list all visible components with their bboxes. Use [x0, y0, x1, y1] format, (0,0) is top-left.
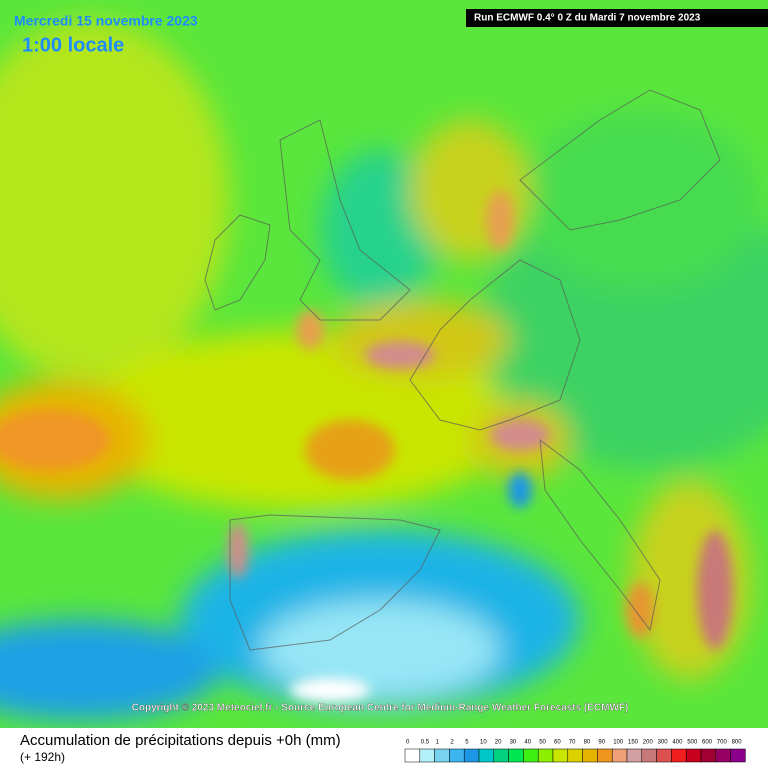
- legend-swatch: [463, 748, 480, 763]
- legend-label: 60: [554, 740, 561, 746]
- legend-label: 10: [480, 740, 487, 746]
- legend-swatch: [493, 748, 509, 763]
- legend-swatch: [715, 748, 731, 763]
- legend-swatch: [730, 748, 746, 763]
- legend-label: 40: [524, 740, 531, 746]
- legend-swatch: [419, 748, 435, 763]
- legend-label: 5: [465, 740, 469, 746]
- legend-label: 200: [643, 740, 654, 746]
- legend-swatch: [404, 748, 421, 763]
- legend-label: 1: [436, 740, 440, 746]
- map-date: Mercredi 15 novembre 2023: [14, 13, 198, 29]
- legend-swatch: [641, 748, 657, 763]
- legend-swatch: [611, 748, 628, 763]
- footer-subtitle: (+ 192h): [20, 750, 65, 764]
- legend: 0 0.5 1 2 5 10 20 30 40 50 60 70 80 90 100 150 200 300 400…: [404, 740, 746, 763]
- legend-swatch: [567, 748, 583, 763]
- legend-swatch: [685, 748, 702, 763]
- footer-title: Accumulation de précipitations depuis +0…: [20, 732, 341, 749]
- run-box: [466, 9, 768, 27]
- legend-label: 100: [613, 740, 624, 746]
- legend-swatch: [656, 748, 672, 763]
- run-info: Run ECMWF 0.4° 0 Z du Mardi 7 novembre 2…: [474, 13, 701, 24]
- legend-label: 2: [450, 740, 454, 746]
- legend-label: 300: [658, 740, 669, 746]
- legend-swatch: [552, 748, 569, 763]
- legend-label: 70: [569, 740, 576, 746]
- legend-swatch: [537, 748, 554, 763]
- map-time: 1:00 locale: [22, 34, 124, 56]
- legend-swatch: [582, 748, 598, 763]
- legend-label: 30: [510, 740, 517, 746]
- legend-label: 0.5: [421, 740, 430, 746]
- legend-label: 90: [598, 740, 605, 746]
- legend-swatch: [523, 748, 539, 763]
- copyright: Copyright © 2023 Meteociel.fr - Source E…: [132, 703, 629, 714]
- legend-label: 700: [717, 740, 728, 746]
- legend-label: 800: [732, 740, 743, 746]
- legend-swatch: [478, 748, 495, 763]
- legend-swatch: [508, 748, 524, 763]
- legend-swatch: [626, 748, 643, 763]
- legend-swatch: [597, 748, 613, 763]
- legend-label: 20: [495, 740, 502, 746]
- legend-label: 600: [702, 740, 713, 746]
- legend-label: 150: [628, 740, 639, 746]
- legend-label: 400: [672, 740, 683, 746]
- legend-label: 0: [406, 740, 410, 746]
- legend-label: 500: [687, 740, 698, 746]
- legend-label: 50: [539, 740, 546, 746]
- legend-label: 80: [584, 740, 591, 746]
- legend-swatch: [671, 748, 687, 763]
- legend-swatch: [434, 748, 450, 763]
- precip-map: [0, 0, 768, 728]
- legend-swatch: [700, 748, 717, 763]
- legend-swatch: [449, 748, 465, 763]
